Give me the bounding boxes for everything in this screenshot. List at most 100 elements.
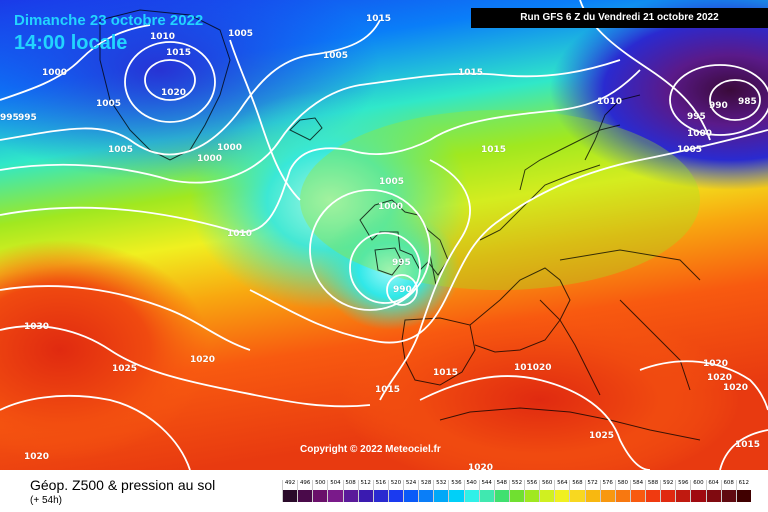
legend-item: 516 — [372, 480, 388, 502]
legend-swatch — [661, 490, 676, 502]
legend-swatch — [494, 490, 509, 502]
legend-item: 512 — [357, 480, 373, 502]
copyright-notice: Copyright © 2022 Meteociel.fr — [300, 444, 441, 455]
legend-swatch — [706, 490, 721, 502]
legend-swatch — [676, 490, 691, 502]
isobar-label: 995 — [687, 112, 706, 122]
legend-swatch — [585, 490, 600, 502]
forecast-local-time: 14:00 locale — [14, 32, 128, 54]
legend-item: 556 — [524, 480, 540, 502]
legend-item: 520 — [387, 480, 403, 502]
legend-swatch — [630, 490, 645, 502]
legend-value: 596 — [678, 480, 689, 486]
legend-swatch — [646, 490, 661, 502]
legend-item: 584 — [629, 480, 645, 502]
isobar-label: 995 — [0, 113, 19, 123]
legend-swatch — [328, 490, 343, 502]
legend-item: 532 — [433, 480, 449, 502]
legend-value: 564 — [557, 480, 568, 486]
isobar-label: 1010 — [597, 97, 623, 107]
isobar-label: 1015 — [166, 48, 192, 58]
legend-item: 572 — [584, 480, 600, 502]
legend-swatch — [540, 490, 555, 502]
isobar-label: 1000 — [42, 68, 68, 78]
isobar-label: 1000 — [378, 202, 404, 212]
isobar-label: 1030 — [24, 322, 50, 332]
legend-swatch — [434, 490, 449, 502]
legend-value: 528 — [420, 480, 432, 486]
isobar-label: 995 — [18, 113, 37, 123]
legend-item: 508 — [342, 480, 358, 502]
isobar-label: 1015 — [481, 145, 507, 155]
isobar-label: 1020 — [723, 383, 749, 393]
legend-swatch — [298, 490, 313, 502]
legend-item: 612 — [735, 480, 751, 502]
legend-item: 568 — [569, 480, 585, 502]
legend-item: 528 — [418, 480, 434, 502]
isobar-label: 1005 — [379, 177, 405, 187]
legend-value: 508 — [345, 480, 356, 486]
legend-value: 584 — [632, 480, 644, 486]
isobar-label: 1025 — [589, 431, 615, 441]
legend-swatch — [691, 490, 706, 502]
isobar-label: 1025 — [112, 364, 138, 374]
legend-item: 536 — [448, 480, 464, 502]
legend-item: 544 — [478, 480, 494, 502]
legend-value: 580 — [617, 480, 629, 486]
legend-item: 588 — [645, 480, 661, 502]
legend-item: 496 — [297, 480, 313, 502]
isobar-label: 1010 — [227, 229, 253, 239]
legend-value: 576 — [602, 480, 613, 486]
legend-value: 556 — [526, 480, 538, 486]
product-title: Géop. Z500 & pression au sol — [30, 477, 216, 493]
legend-item: 524 — [403, 480, 419, 502]
isobar-label: 1000 — [687, 129, 713, 139]
legend-item: 592 — [660, 480, 676, 502]
legend-swatch — [736, 490, 751, 502]
isobar-label: 1020 — [707, 373, 733, 383]
legend-value: 492 — [284, 480, 296, 486]
legend-value: 544 — [481, 480, 492, 486]
legend-item: 608 — [720, 480, 736, 502]
legend-item: 500 — [312, 480, 328, 502]
legend-swatch — [555, 490, 570, 502]
coastlines — [99, 9, 701, 441]
legend-swatch — [721, 490, 736, 502]
isobars — [0, 0, 768, 470]
geopotential-field — [0, 0, 768, 470]
legend-item: 580 — [614, 480, 630, 502]
weather-map: 1015 1010 1005 1015 1000 1020 1005 1005 … — [0, 0, 768, 470]
isobar-label: 995 — [392, 258, 411, 268]
legend-value: 496 — [299, 480, 311, 486]
isobar-label: 1020 — [24, 452, 50, 462]
legend-swatch — [449, 490, 464, 502]
legend-value: 500 — [315, 480, 326, 486]
legend-item: 600 — [690, 480, 706, 502]
legend-value: 608 — [723, 480, 734, 486]
legend-item: 596 — [675, 480, 691, 502]
color-legend: 492 496 500 504 508 512 516 520 524 528 532 536 540 5… — [282, 480, 751, 502]
isobar-label: 1020 — [703, 359, 729, 369]
legend-item: 560 — [539, 480, 555, 502]
legend-item: 604 — [705, 480, 721, 502]
map-footer: Géop. Z500 & pression au sol (+ 54h) 492… — [0, 470, 768, 512]
legend-swatch — [570, 490, 585, 502]
legend-swatch — [404, 490, 419, 502]
legend-value: 536 — [451, 480, 462, 486]
isobar-label: 1015 — [375, 385, 401, 395]
legend-item: 492 — [282, 480, 298, 502]
legend-value: 560 — [541, 480, 553, 486]
isobar-label: 1015 — [366, 14, 392, 24]
legend-swatch — [464, 490, 479, 502]
isobar-label: 1000 — [197, 154, 223, 164]
isobar-label: 1005 — [677, 145, 703, 155]
legend-swatch — [615, 490, 630, 502]
legend-value: 520 — [390, 480, 402, 486]
legend-swatch — [600, 490, 615, 502]
legend-swatch — [479, 490, 494, 502]
isobar-label: 1005 — [228, 29, 254, 39]
legend-value: 552 — [511, 480, 523, 486]
legend-value: 504 — [330, 480, 341, 486]
legend-item: 540 — [463, 480, 479, 502]
legend-swatch — [388, 490, 403, 502]
